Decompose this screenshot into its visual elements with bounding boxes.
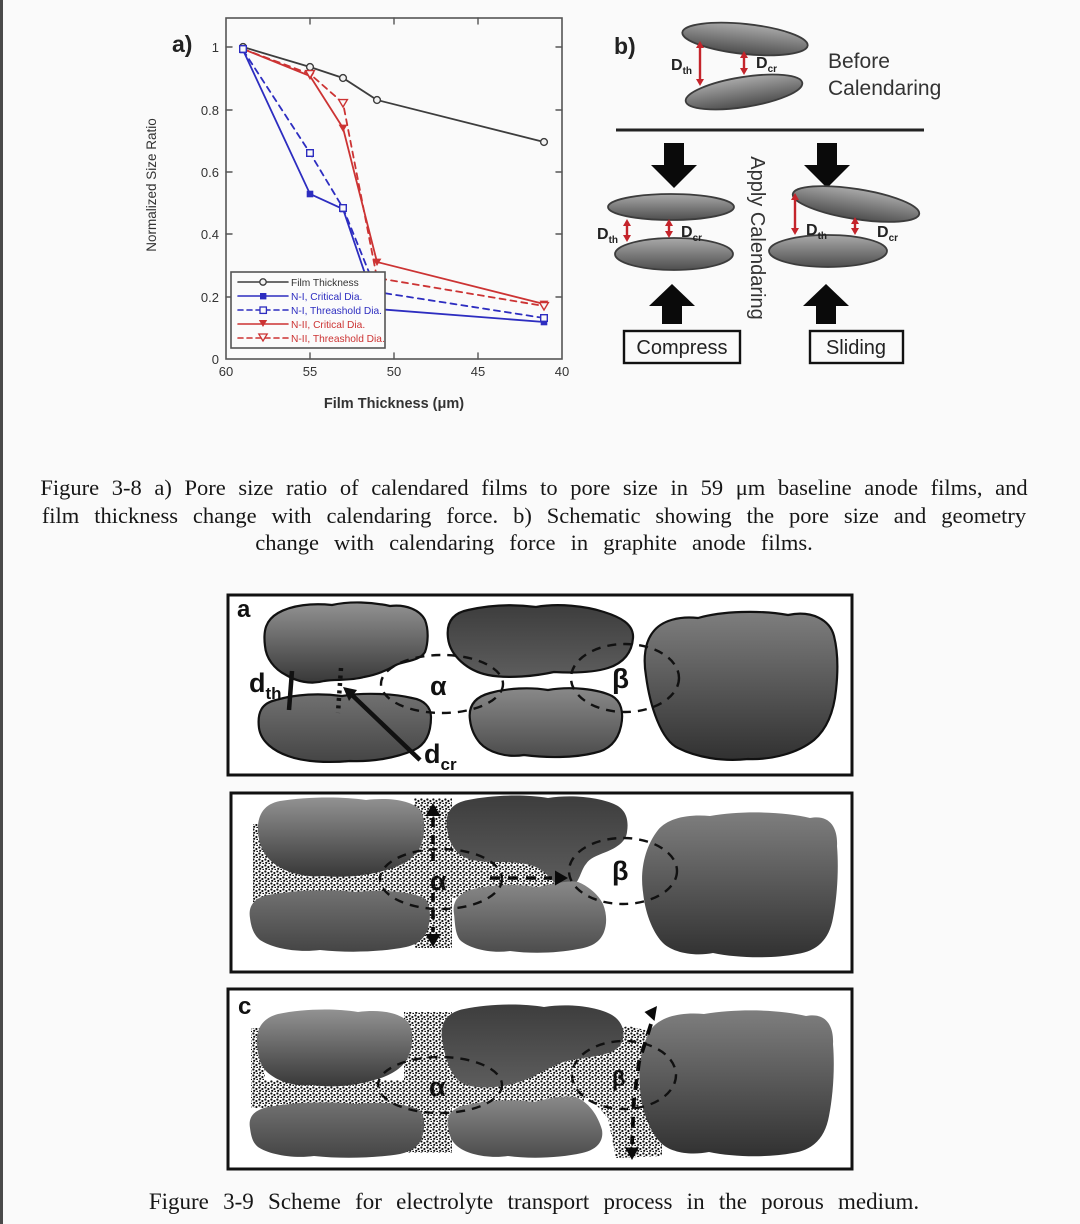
svg-text:Sliding: Sliding <box>826 337 886 359</box>
svg-text:0: 0 <box>212 352 219 367</box>
svg-text:Dcr: Dcr <box>877 224 898 244</box>
svg-text:b): b) <box>614 33 636 59</box>
svg-text:a: a <box>237 596 251 623</box>
svg-text:Before: Before <box>828 50 890 73</box>
svg-text:N-I, Critical Dia.: N-I, Critical Dia. <box>291 292 362 303</box>
svg-text:β: β <box>612 856 628 886</box>
svg-text:Apply Calendaring: Apply Calendaring <box>746 156 768 319</box>
svg-text:55: 55 <box>303 364 317 379</box>
svg-text:c: c <box>238 993 251 1020</box>
svg-text:Film Thickness (μm): Film Thickness (μm) <box>324 396 464 412</box>
svg-text:N-II, Threashold Dia.: N-II, Threashold Dia. <box>291 334 385 345</box>
svg-text:a): a) <box>172 31 192 57</box>
svg-text:0.4: 0.4 <box>201 227 219 242</box>
svg-text:1: 1 <box>212 40 219 55</box>
svg-text:β: β <box>612 663 629 694</box>
svg-text:Film Thickness: Film Thickness <box>291 278 359 289</box>
svg-text:N-II, Critical Dia.: N-II, Critical Dia. <box>291 320 365 331</box>
svg-text:Dth: Dth <box>671 57 692 77</box>
svg-text:α: α <box>429 1072 446 1102</box>
svg-text:0.2: 0.2 <box>201 290 219 305</box>
svg-text:α: α <box>430 671 447 701</box>
svg-text:Dth: Dth <box>597 226 618 246</box>
svg-text:Calendaring: Calendaring <box>828 77 941 100</box>
svg-text:β: β <box>612 1066 625 1091</box>
svg-text:Normalized Size Ratio: Normalized Size Ratio <box>144 118 159 252</box>
svg-text:50: 50 <box>387 364 401 379</box>
svg-text:α: α <box>430 866 447 896</box>
svg-text:45: 45 <box>471 364 485 379</box>
svg-text:Compress: Compress <box>636 337 727 359</box>
svg-text:40: 40 <box>555 364 569 379</box>
svg-text:N-I, Threashold Dia.: N-I, Threashold Dia. <box>291 306 382 317</box>
svg-text:Dcr: Dcr <box>756 55 777 75</box>
svg-text:0.8: 0.8 <box>201 103 219 118</box>
svg-text:60: 60 <box>219 364 233 379</box>
svg-text:0.6: 0.6 <box>201 165 219 180</box>
